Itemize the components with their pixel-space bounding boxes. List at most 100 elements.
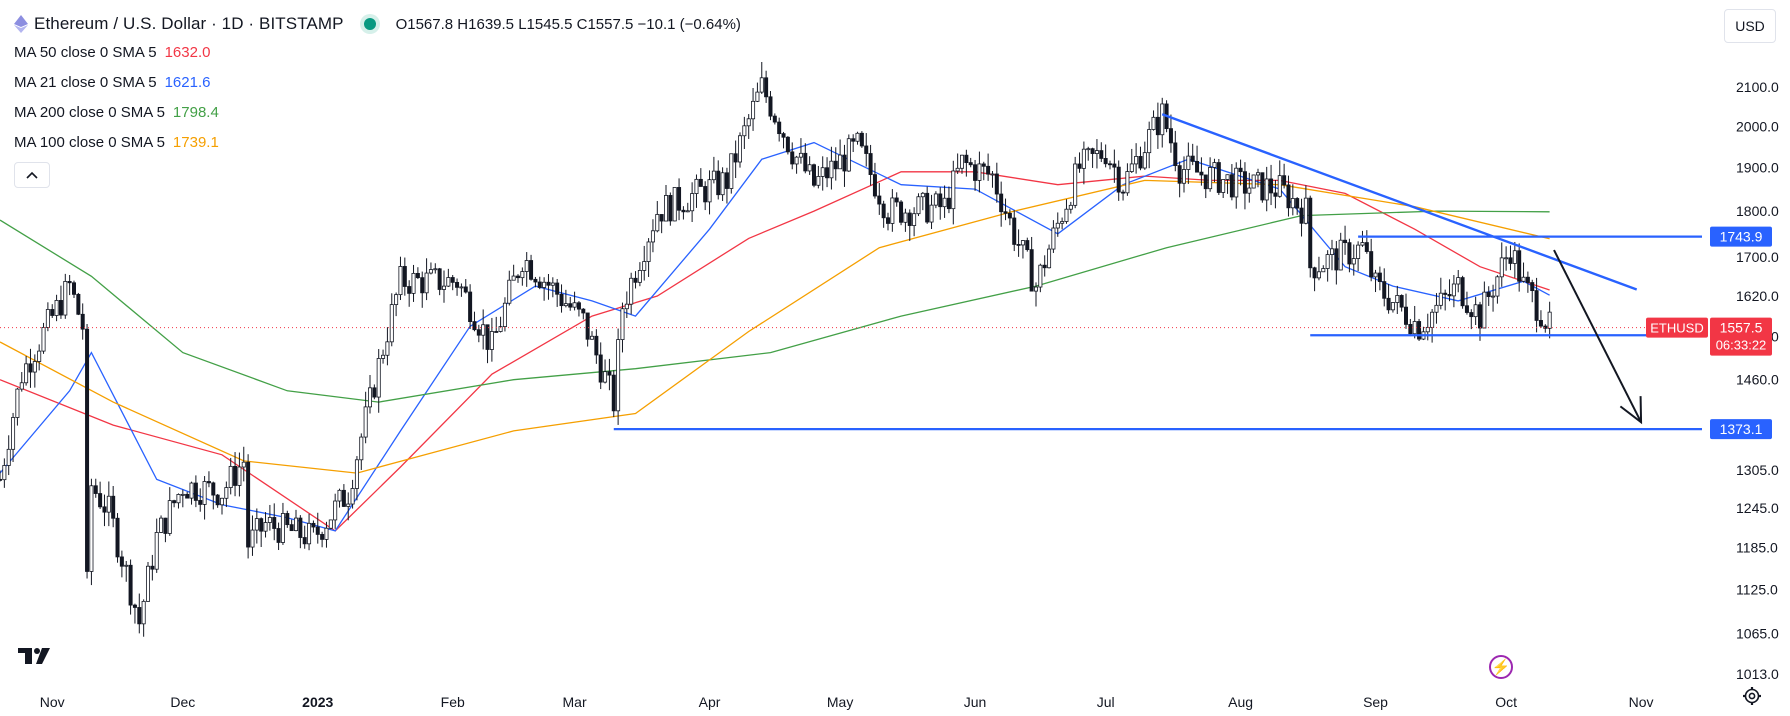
candle-body: [990, 173, 995, 176]
lightning-icon[interactable]: ⚡: [1489, 655, 1513, 679]
chart-legend: Ethereum / U.S. Dollar · 1D · BITSTAMP O…: [14, 10, 741, 188]
candle-body: [955, 167, 960, 172]
candle-body: [825, 167, 830, 179]
candle-body: [455, 281, 460, 288]
candle-body: [603, 371, 608, 383]
candle-body: [698, 178, 703, 187]
candle-body: [1425, 326, 1430, 333]
candle-body: [1147, 129, 1152, 154]
candle-body: [1295, 198, 1300, 209]
ma-legend-row[interactable]: MA 200 close 0 SMA 5 1798.4: [14, 98, 741, 128]
candle-body: [637, 270, 642, 283]
candle-body: [629, 277, 634, 305]
candle-body: [280, 513, 285, 543]
candle-body: [1138, 156, 1143, 169]
trendline: [1161, 113, 1638, 291]
candle-body: [1543, 325, 1548, 329]
gear-icon[interactable]: [1742, 686, 1762, 706]
candle-body: [1264, 178, 1269, 201]
candle-body: [1351, 258, 1356, 265]
candle-body: [812, 164, 817, 186]
candle-body: [1504, 257, 1509, 260]
x-tick-label: Nov: [40, 694, 65, 710]
candle-body: [163, 517, 168, 534]
candle-body: [1269, 178, 1274, 194]
symbol-title[interactable]: Ethereum / U.S. Dollar · 1D · BITSTAMP: [34, 14, 344, 33]
candle-body: [659, 214, 664, 222]
candle-body: [272, 517, 277, 529]
collapse-legend-button[interactable]: [14, 162, 50, 188]
candle-body: [903, 212, 908, 223]
candle-body: [829, 160, 834, 179]
candle-body: [411, 272, 416, 294]
candle-body: [964, 154, 969, 164]
ma-legend-row[interactable]: MA 21 close 0 SMA 5 1621.6: [14, 68, 741, 98]
candle-body: [1334, 248, 1339, 271]
candle-body: [646, 241, 651, 262]
candle-body: [363, 406, 368, 438]
candle-body: [468, 291, 473, 322]
candle-body: [333, 500, 338, 521]
candle-body: [785, 136, 790, 153]
candle-body: [424, 272, 429, 294]
market-status-dot[interactable]: [363, 18, 376, 30]
x-tick-label: May: [827, 694, 853, 710]
candle-body: [529, 260, 534, 280]
ma-legend-row[interactable]: MA 50 close 0 SMA 5 1632.0: [14, 38, 741, 68]
candle-body: [102, 506, 107, 513]
ma-legend-row[interactable]: MA 100 close 0 SMA 5 1739.1: [14, 128, 741, 158]
low-label: L: [518, 15, 527, 33]
candle-body: [407, 286, 412, 294]
candle-body: [611, 374, 616, 412]
open-value: 1567.8: [407, 15, 454, 33]
candle-body: [246, 461, 251, 548]
candle-body: [1216, 162, 1221, 193]
candle-body: [703, 186, 708, 203]
candle-body: [1430, 311, 1435, 328]
candle-body: [76, 293, 81, 315]
candle-body: [890, 197, 895, 224]
open-label: O: [395, 15, 408, 33]
candle-body: [960, 154, 965, 169]
candle-body: [650, 230, 655, 243]
candle-body: [520, 271, 525, 279]
candle-body: [494, 331, 499, 333]
candle-body: [1090, 148, 1095, 154]
candle-body: [568, 303, 573, 308]
candle-body: [80, 313, 85, 330]
candle-body: [37, 350, 42, 362]
candle-body: [1343, 239, 1348, 244]
candle-body: [1451, 283, 1456, 297]
candle-body: [1121, 191, 1126, 194]
candle-body: [968, 162, 973, 166]
candle-body: [54, 300, 59, 316]
candle-body: [1034, 286, 1039, 292]
candle-body: [933, 193, 938, 206]
candle-body: [167, 500, 172, 534]
tradingview-logo-icon[interactable]: [18, 646, 54, 666]
candle-body: [1534, 290, 1539, 321]
candle-body: [1417, 321, 1422, 340]
candle-body: [1068, 204, 1073, 210]
currency-button[interactable]: USD: [1724, 9, 1776, 43]
candle-body: [463, 286, 468, 293]
candle-body: [1182, 169, 1187, 184]
last-price-tag: [1710, 317, 1772, 356]
close-value: 1557.5: [587, 15, 634, 33]
candle-body: [668, 195, 673, 222]
candle-body: [607, 371, 612, 376]
candle-body: [559, 293, 564, 307]
candle-body: [550, 282, 555, 286]
change-value: −10.1 (−0.64%): [637, 15, 741, 33]
candle-body: [624, 303, 629, 310]
candle-body: [19, 382, 24, 390]
candle-body: [1103, 158, 1108, 165]
candle-body: [98, 493, 103, 508]
candle-body: [1469, 312, 1474, 318]
ma-value: 1632.0: [164, 44, 211, 61]
candle-body: [180, 493, 185, 496]
candle-body: [1321, 268, 1326, 273]
candle-body: [563, 303, 568, 307]
candle-body: [267, 517, 272, 523]
